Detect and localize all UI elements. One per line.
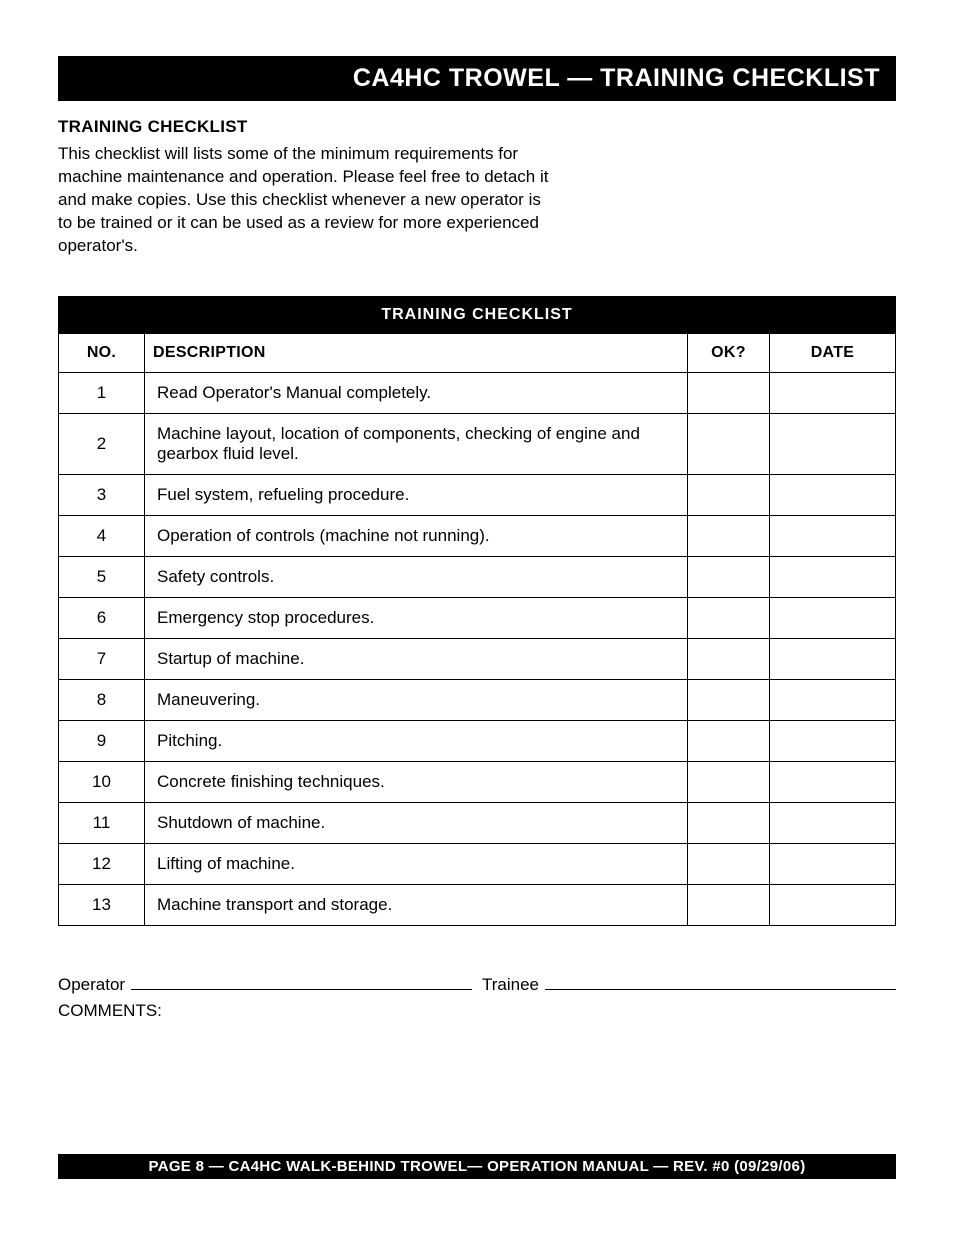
comments-label: COMMENTS: (58, 1001, 896, 1021)
cell-date[interactable] (770, 638, 896, 679)
cell-no: 6 (59, 597, 145, 638)
cell-date[interactable] (770, 802, 896, 843)
cell-no: 12 (59, 843, 145, 884)
cell-no: 3 (59, 474, 145, 515)
trainee-label: Trainee (482, 975, 539, 995)
cell-no: 4 (59, 515, 145, 556)
cell-date[interactable] (770, 413, 896, 474)
manual-page: CA4HC TROWEL — TRAINING CHECKLIST TRAINI… (0, 0, 954, 1235)
table-row: 1 Read Operator's Manual completely. (59, 372, 896, 413)
cell-ok[interactable] (688, 802, 770, 843)
cell-ok[interactable] (688, 720, 770, 761)
table-row: 12 Lifting of machine. (59, 843, 896, 884)
cell-desc: Emergency stop procedures. (145, 597, 688, 638)
section-heading: TRAINING CHECKLIST (58, 117, 896, 137)
table-caption-row: TRAINING CHECKLIST (59, 296, 896, 333)
cell-date[interactable] (770, 843, 896, 884)
cell-ok[interactable] (688, 474, 770, 515)
cell-desc: Shutdown of machine. (145, 802, 688, 843)
cell-no: 1 (59, 372, 145, 413)
cell-no: 13 (59, 884, 145, 925)
cell-ok[interactable] (688, 679, 770, 720)
cell-ok[interactable] (688, 843, 770, 884)
cell-no: 2 (59, 413, 145, 474)
operator-line[interactable] (131, 972, 472, 990)
cell-date[interactable] (770, 474, 896, 515)
cell-date[interactable] (770, 720, 896, 761)
page-footer-bar: PAGE 8 — CA4HC WALK-BEHIND TROWEL— OPERA… (58, 1154, 896, 1179)
cell-ok[interactable] (688, 761, 770, 802)
cell-date[interactable] (770, 515, 896, 556)
cell-desc: Maneuvering. (145, 679, 688, 720)
cell-desc: Lifting of machine. (145, 843, 688, 884)
cell-no: 11 (59, 802, 145, 843)
col-header-desc: DESCRIPTION (145, 333, 688, 372)
table-header-row: NO. DESCRIPTION OK? DATE (59, 333, 896, 372)
cell-ok[interactable] (688, 515, 770, 556)
page-title-bar: CA4HC TROWEL — TRAINING CHECKLIST (58, 56, 896, 101)
cell-desc: Machine layout, location of components, … (145, 413, 688, 474)
col-header-no: NO. (59, 333, 145, 372)
cell-date[interactable] (770, 884, 896, 925)
cell-ok[interactable] (688, 638, 770, 679)
cell-date[interactable] (770, 597, 896, 638)
cell-ok[interactable] (688, 884, 770, 925)
cell-desc: Operation of controls (machine not runni… (145, 515, 688, 556)
table-row: 10 Concrete finishing techniques. (59, 761, 896, 802)
table-row: 6 Emergency stop procedures. (59, 597, 896, 638)
cell-desc: Safety controls. (145, 556, 688, 597)
cell-desc: Pitching. (145, 720, 688, 761)
cell-ok[interactable] (688, 556, 770, 597)
cell-desc: Machine transport and storage. (145, 884, 688, 925)
cell-ok[interactable] (688, 372, 770, 413)
operator-field: Operator (58, 972, 472, 995)
table-caption: TRAINING CHECKLIST (59, 296, 896, 333)
col-header-ok: OK? (688, 333, 770, 372)
table-row: 4 Operation of controls (machine not run… (59, 515, 896, 556)
table-row: 8 Maneuvering. (59, 679, 896, 720)
table-row: 7 Startup of machine. (59, 638, 896, 679)
cell-desc: Fuel system, refueling procedure. (145, 474, 688, 515)
cell-ok[interactable] (688, 413, 770, 474)
cell-no: 7 (59, 638, 145, 679)
cell-no: 10 (59, 761, 145, 802)
operator-label: Operator (58, 975, 125, 995)
training-checklist-table: TRAINING CHECKLIST NO. DESCRIPTION OK? D… (58, 296, 896, 926)
cell-date[interactable] (770, 679, 896, 720)
trainee-line[interactable] (545, 972, 896, 990)
table-row: 11 Shutdown of machine. (59, 802, 896, 843)
cell-ok[interactable] (688, 597, 770, 638)
cell-desc: Startup of machine. (145, 638, 688, 679)
trainee-field: Trainee (482, 972, 896, 995)
cell-date[interactable] (770, 372, 896, 413)
table-row: 13 Machine transport and storage. (59, 884, 896, 925)
cell-date[interactable] (770, 761, 896, 802)
cell-no: 9 (59, 720, 145, 761)
col-header-date: DATE (770, 333, 896, 372)
cell-desc: Read Operator's Manual completely. (145, 372, 688, 413)
cell-no: 8 (59, 679, 145, 720)
table-row: 5 Safety controls. (59, 556, 896, 597)
cell-desc: Concrete finishing techniques. (145, 761, 688, 802)
table-row: 9 Pitching. (59, 720, 896, 761)
table-row: 2 Machine layout, location of components… (59, 413, 896, 474)
cell-date[interactable] (770, 556, 896, 597)
table-row: 3 Fuel system, refueling procedure. (59, 474, 896, 515)
signature-row: Operator Trainee (58, 972, 896, 995)
cell-no: 5 (59, 556, 145, 597)
intro-paragraph: This checklist will lists some of the mi… (58, 143, 558, 258)
